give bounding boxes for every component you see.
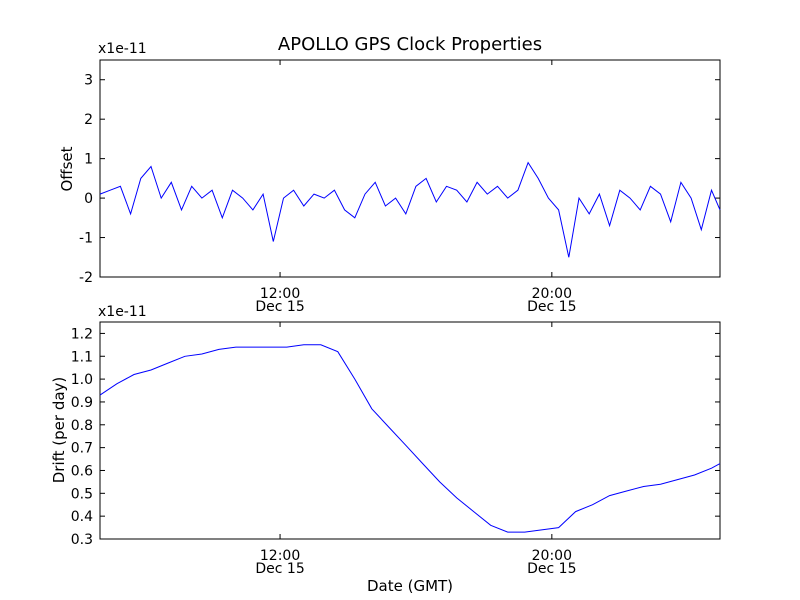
offset-series-line [99, 161, 721, 258]
drift-x-tick-time: 20:00 [532, 548, 572, 564]
drift-y-tick-label: 0.8 [71, 418, 93, 434]
drift-y-tick-label: 1.0 [71, 372, 93, 388]
drift-scale-label: x1e-11 [98, 304, 147, 320]
drift-y-tick-label: 0.3 [71, 532, 93, 548]
offset-x-tick-time: 12:00 [260, 286, 300, 302]
offset-plot-frame [99, 59, 721, 278]
offset-y-tick-label: 1 [84, 152, 93, 168]
drift-x-tick-date: Dec 15 [255, 561, 304, 577]
drift-y-tick-label: 0.7 [71, 441, 93, 457]
offset-y-tick-label: -2 [79, 270, 93, 286]
offset-x-tick-date: Dec 15 [527, 299, 576, 315]
x-axis-label: Date (GMT) [367, 577, 453, 595]
offset-y-tick-label: 2 [84, 112, 93, 128]
offset-x-tick-date: Dec 15 [255, 299, 304, 315]
drift-x-tick-date: Dec 15 [527, 561, 576, 577]
drift-y-tick-label: 1.1 [71, 349, 93, 365]
drift-series-line [99, 344, 721, 533]
drift-y-tick-label: 1.2 [71, 326, 93, 342]
offset-y-tick-label: 3 [84, 73, 93, 89]
offset-y-tick-label: -1 [79, 231, 93, 247]
offset-scale-label: x1e-11 [98, 41, 147, 57]
drift-y-tick-label: 0.6 [71, 463, 93, 479]
offset-y-axis-label: Offset [58, 146, 76, 191]
drift-plot-frame [99, 321, 721, 540]
drift-y-tick-label: 0.9 [71, 395, 93, 411]
offset-x-tick-time: 20:00 [532, 286, 572, 302]
drift-y-tick-label: 0.5 [71, 486, 93, 502]
drift-y-axis-label: Drift (per day) [50, 377, 68, 484]
offset-y-tick-label: 0 [84, 191, 93, 207]
drift-y-tick-label: 0.4 [71, 509, 93, 525]
drift-x-tick-time: 12:00 [260, 548, 300, 564]
chart-title: APOLLO GPS Clock Properties [278, 34, 542, 55]
